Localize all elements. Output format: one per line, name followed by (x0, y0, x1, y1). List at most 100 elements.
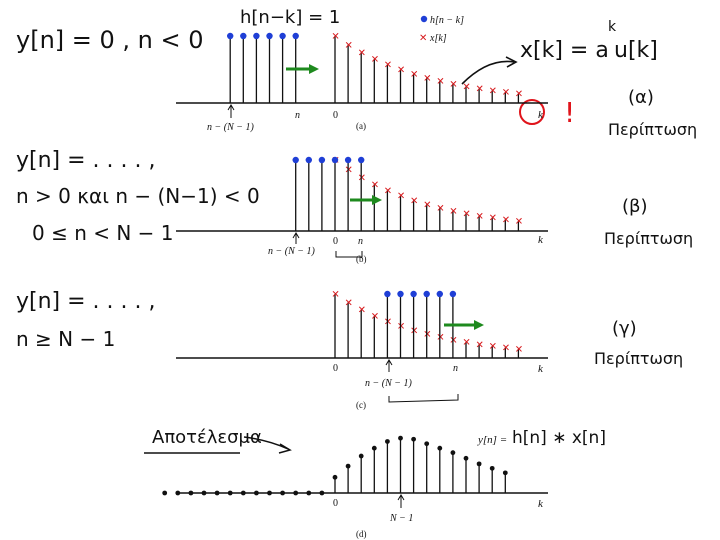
panel-b-h-sample (358, 156, 365, 164)
panel-a-nminus-arrowhead (227, 104, 235, 111)
panel-d-y-sample (201, 490, 207, 496)
panel-a-h-sample (227, 32, 234, 40)
panel-b-nminus-arrowhead (292, 232, 300, 239)
panel-a-x-sample: ✕ (476, 84, 484, 95)
panel-c-x-sample: ✕ (515, 344, 523, 355)
panel-c-shift-arrowhead (474, 320, 484, 330)
panel-d-y-sample (358, 453, 364, 459)
panel-b-x-sample: ✕ (384, 186, 392, 197)
panel-d-y-sample (450, 450, 456, 456)
panel-d-y-sample (214, 490, 220, 496)
panel-b-x-sample: ✕ (371, 180, 379, 191)
panel-d-y-sample (175, 490, 181, 496)
panel-a-x-sample: ✕ (397, 65, 405, 76)
panel-c-k-label: k (538, 363, 544, 375)
panel-a-x-sample: ✕ (331, 32, 339, 43)
panel-d-y-sample (319, 490, 325, 496)
panel-a-x-sample: ✕ (345, 40, 353, 51)
panel-b-h-sample (318, 156, 326, 164)
panel-a-x-sample: ✕ (489, 86, 497, 97)
panel-b: ✕✕✕✕✕✕✕✕✕✕✕✕✕✕✕ k 0 n n − (N − 1) (b) (176, 156, 548, 264)
panel-a-x-sample: ✕ (358, 48, 366, 59)
panel-d-y-sample (345, 463, 351, 469)
case-b-condition-line2: n > 0 και n − (N−1) < 0 (16, 184, 260, 208)
panel-a-x-sample: ✕ (384, 60, 392, 71)
panel-a-x-sample: ✕ (371, 54, 379, 65)
panel-d-y-sample (267, 490, 272, 496)
panel-b-x-sample: ✕ (436, 203, 444, 214)
h-equals-one-note: h[n−k] = 1 (240, 7, 340, 28)
panel-c-zero-label: 0 (333, 363, 338, 374)
panel-c-x-sample: ✕ (345, 298, 353, 309)
panel-c: ✕✕✕✕✕✕✕✕✕✕✕✕✕✕✕ k 0 n n − (N − 1) (c) (176, 290, 548, 410)
result-formula-printed: y[n] = (477, 434, 507, 446)
panel-c-overlap-bracket (388, 394, 459, 403)
case-c-word: Περίπτωση (594, 349, 683, 368)
red-circle-highlight (519, 99, 545, 125)
panel-d-y-sample (162, 490, 168, 496)
panel-d-y-sample (411, 436, 416, 442)
panel-a-x-sample: ✕ (436, 77, 444, 88)
pointer-arrow (461, 60, 515, 85)
panel-d-y-sample (306, 490, 312, 496)
panel-b-h-sample (292, 156, 299, 164)
panel-c-x-sample: ✕ (476, 340, 484, 351)
panel-c-h-sample (423, 290, 430, 298)
panel-c-x-sample: ✕ (358, 305, 366, 316)
panel-b-nminus-label: n − (N − 1) (268, 246, 315, 257)
case-a-label: (α) (628, 87, 654, 108)
case-a-condition: y[n] = 0 , n < 0 (16, 26, 204, 54)
panel-d-y-sample (293, 490, 299, 496)
panel-a-h-sample (240, 32, 247, 40)
panel-a-x-sample: ✕ (423, 73, 431, 84)
case-b-label: (β) (622, 196, 648, 217)
panel-d: k 0 N − 1 (d) (162, 435, 548, 539)
legend: h[n − k] ✕ x[k] (419, 15, 464, 44)
panel-d-zero-label: 0 (333, 498, 338, 509)
panel-b-h-sample (305, 156, 312, 164)
result-word: Αποτέλεσμα (152, 427, 262, 448)
panel-b-n-label: n (358, 236, 363, 247)
panel-a-x-sample: ✕ (462, 82, 470, 93)
x-formula-tail: u[k] (614, 38, 658, 63)
panel-d-y-sample (371, 445, 377, 451)
panel-d-y-sample (254, 490, 259, 496)
panel-b-k-label: k (538, 234, 544, 246)
panel-a-x-sample: ✕ (449, 79, 457, 90)
panel-b-x-sample: ✕ (462, 209, 470, 220)
panel-b-x-sample: ✕ (449, 206, 457, 217)
case-b-condition-line3: 0 ≤ n < N − 1 (32, 221, 174, 245)
panel-a-zero-label: 0 (333, 110, 338, 121)
x-formula-exponent: k (608, 19, 617, 35)
panel-a-shift-arrowhead (309, 64, 319, 74)
panel-c-x-sample: ✕ (371, 311, 379, 322)
case-c-label: (γ) (612, 318, 637, 339)
panel-b-x-sample: ✕ (410, 196, 418, 207)
panel-c-caption: (c) (356, 400, 366, 410)
panel-d-y-sample (240, 490, 246, 496)
panel-d-Nminus1-label: N − 1 (389, 513, 413, 524)
case-a-word: Περίπτωση (608, 120, 697, 139)
panel-d-y-sample (437, 445, 443, 451)
panel-a-x-sample: ✕ (502, 88, 510, 99)
panel-d-y-sample (502, 470, 508, 476)
panel-b-x-sample: ✕ (489, 213, 497, 224)
panel-a-nminus-label: n − (N − 1) (207, 122, 254, 133)
panel-c-n-label: n (453, 363, 458, 374)
panel-a-x-sample: ✕ (410, 70, 418, 81)
panel-d-arrowhead (397, 494, 405, 501)
panel-a-h-sample (253, 32, 260, 40)
panel-a: ✕ ✕ ✕ ✕ ✕ ✕ ✕ ✕ ✕ ✕ ✕ ✕ ✕ ✕ ✕ k 0 n n − (N − 1) (a) (176, 32, 548, 133)
panel-b-x-sample: ✕ (423, 200, 431, 211)
panel-c-h-sample (397, 290, 404, 298)
case-b-condition-line1: y[n] = . . . . , (16, 148, 156, 173)
panel-b-h-sample (344, 156, 352, 164)
panel-d-y-sample (332, 474, 338, 480)
panel-a-caption: (a) (356, 121, 366, 131)
panel-d-y-sample (476, 461, 482, 467)
legend-h-marker (420, 15, 428, 23)
panel-d-y-sample (280, 490, 285, 496)
panel-c-x-sample: ✕ (331, 290, 339, 301)
result-arrow-head (278, 443, 292, 454)
